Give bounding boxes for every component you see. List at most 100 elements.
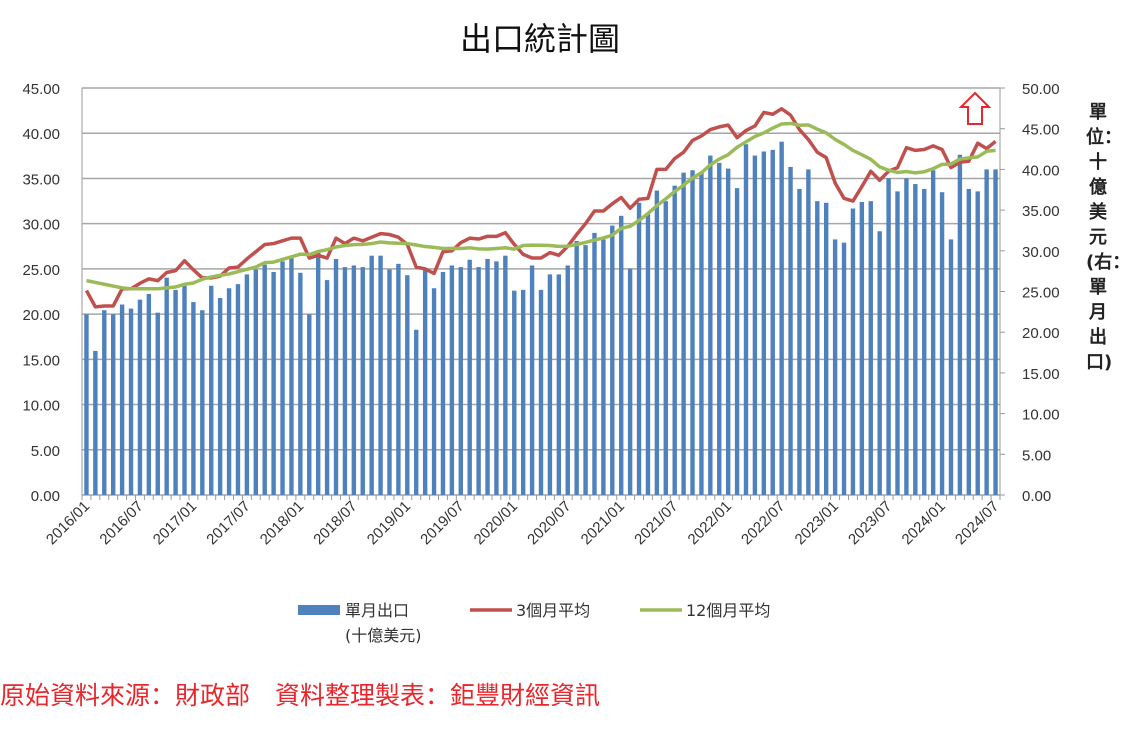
bar (235, 284, 241, 495)
legend-label-3m: 3個月平均 (516, 601, 590, 620)
bar (253, 269, 258, 495)
bar (913, 184, 918, 495)
x-tick-label: 2024/01 (899, 498, 949, 548)
bar (102, 310, 107, 495)
bar (351, 265, 357, 495)
left-tick-label: 5.00 (31, 443, 60, 460)
bar (601, 239, 606, 495)
bar (217, 298, 223, 495)
bar (244, 274, 250, 495)
right-tick-label: 20.00 (1022, 325, 1060, 342)
bar (431, 288, 437, 495)
bar (636, 202, 642, 496)
bar (414, 329, 419, 495)
bar (173, 289, 178, 495)
x-tick-label: 2019/01 (364, 498, 414, 548)
right-tick-label: 40.00 (1022, 162, 1060, 179)
bar (565, 265, 570, 495)
bar (84, 314, 89, 495)
bar (128, 308, 134, 495)
left-tick-label: 40.00 (22, 126, 60, 143)
bar (449, 265, 455, 495)
bar (538, 289, 544, 495)
bar (815, 201, 820, 495)
bar (164, 277, 169, 495)
bar (734, 188, 740, 495)
bar (378, 255, 383, 495)
bar (699, 172, 704, 495)
bar (315, 251, 321, 495)
x-tick-label: 2021/01 (578, 498, 628, 548)
bar (529, 265, 535, 495)
bar (663, 201, 668, 495)
right-tick-label: 35.00 (1022, 203, 1060, 220)
left-tick-label: 20.00 (22, 307, 60, 324)
right-axis-title: 單位：十億美元(右：單月出口) (1086, 102, 1131, 373)
bar (547, 274, 553, 495)
bar (396, 263, 401, 495)
bar (191, 302, 196, 495)
bar (494, 261, 499, 495)
bar (200, 310, 205, 495)
source-note: 原始資料來源：財政部 資料整理製表：鉅豐財經資訊 (0, 681, 601, 710)
series-line-12m-avg (86, 121, 996, 291)
bar (137, 299, 143, 495)
bar (182, 285, 187, 495)
x-tick-label: 2022/01 (685, 498, 735, 548)
right-tick-label: 25.00 (1022, 285, 1060, 302)
bar (209, 285, 214, 495)
right-tick-label: 10.00 (1022, 407, 1060, 424)
x-tick-label: 2023/07 (845, 498, 895, 548)
x-tick-label: 2017/07 (203, 498, 253, 548)
bar (298, 272, 303, 495)
bar (360, 267, 365, 495)
bar (458, 267, 463, 495)
bar (743, 144, 749, 495)
bar (226, 288, 232, 495)
chart-title: 出口統計圖 (459, 20, 620, 58)
bar (280, 261, 285, 495)
bar (975, 191, 980, 496)
left-tick-label: 0.00 (31, 488, 60, 505)
right-tick-label: 15.00 (1022, 366, 1060, 383)
bar (922, 188, 927, 495)
x-tick-label: 2016/07 (96, 498, 146, 548)
left-tick-label: 45.00 (22, 81, 60, 98)
bar (966, 188, 972, 495)
bar (610, 225, 615, 496)
x-tick-label: 2016/01 (43, 498, 93, 548)
bar (877, 231, 882, 495)
legend-label-bar-unit: (十億美元) (345, 626, 422, 645)
legend-label-bar: 單月出口 (345, 601, 409, 620)
x-tick-label: 2018/07 (310, 498, 360, 548)
left-tick-label: 15.00 (22, 352, 60, 369)
right-tick-label: 50.00 (1022, 81, 1060, 98)
x-tick-label: 2023/01 (792, 498, 842, 548)
left-tick-label: 30.00 (22, 217, 60, 234)
bar (307, 314, 312, 495)
right-tick-label: 0.00 (1022, 488, 1051, 505)
legend-swatch-bar (298, 605, 340, 615)
bar (850, 208, 856, 496)
bar (627, 268, 633, 495)
bar (333, 258, 339, 495)
x-tick-label: 2019/07 (417, 498, 467, 548)
bar (957, 154, 963, 496)
bar (110, 314, 116, 495)
bar (904, 178, 909, 495)
left-tick-label: 35.00 (22, 171, 60, 188)
bar (556, 274, 562, 495)
left-tick-label: 10.00 (22, 398, 60, 415)
left-tick-label: 25.00 (22, 262, 60, 279)
bar (672, 185, 677, 495)
bar (146, 293, 152, 495)
bar (271, 271, 276, 495)
x-tick-label: 2024/07 (952, 498, 1002, 548)
bar (476, 267, 481, 495)
bar (289, 258, 294, 495)
bar (859, 201, 865, 495)
bar (993, 169, 998, 495)
bar (583, 245, 588, 495)
bar (155, 312, 160, 495)
right-tick-label: 45.00 (1022, 122, 1060, 139)
